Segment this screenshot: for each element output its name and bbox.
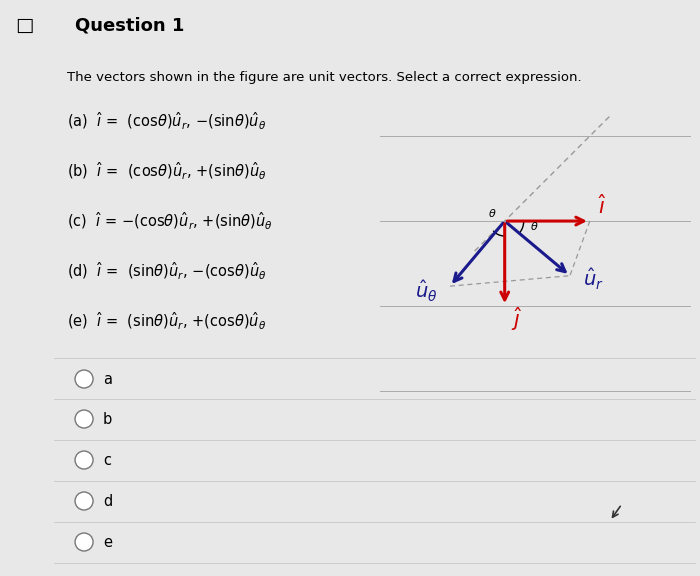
Text: $\theta$: $\theta$ — [530, 220, 538, 232]
Text: $\hat{\jmath}$: $\hat{\jmath}$ — [511, 305, 522, 333]
Text: (b)  $\hat{\imath}$ =  (cos$\theta$)$\hat{u}_r$, +(sin$\theta$)$\hat{u}_\theta$: (b) $\hat{\imath}$ = (cos$\theta$)$\hat{… — [67, 161, 267, 181]
Text: Question 1: Question 1 — [75, 16, 184, 35]
Circle shape — [75, 533, 93, 551]
Text: (a)  $\hat{\imath}$ =  (cos$\theta$)$\hat{u}_r$, $-$(sin$\theta$)$\hat{u}_\theta: (a) $\hat{\imath}$ = (cos$\theta$)$\hat{… — [67, 111, 267, 132]
Circle shape — [75, 492, 93, 510]
Circle shape — [75, 410, 93, 428]
Text: □: □ — [15, 16, 34, 35]
Circle shape — [75, 451, 93, 469]
Text: $\hat{u}_r$: $\hat{u}_r$ — [583, 267, 604, 292]
Text: $\hat{\imath}$: $\hat{\imath}$ — [598, 194, 607, 218]
Text: (c)  $\hat{\imath}$ = $-$(cos$\theta$)$\hat{u}_r$, +(sin$\theta$)$\hat{u}_\theta: (c) $\hat{\imath}$ = $-$(cos$\theta$)$\h… — [67, 210, 273, 232]
Text: c: c — [103, 453, 111, 468]
Text: a: a — [103, 372, 112, 386]
Text: d: d — [103, 494, 112, 509]
Text: $\theta$: $\theta$ — [488, 207, 496, 219]
Circle shape — [75, 370, 93, 388]
Text: $\hat{u}_\theta$: $\hat{u}_\theta$ — [415, 279, 438, 304]
Text: e: e — [103, 535, 112, 550]
Text: The vectors shown in the figure are unit vectors. Select a correct expression.: The vectors shown in the figure are unit… — [67, 71, 582, 84]
Text: b: b — [103, 411, 112, 426]
Text: (d)  $\hat{\imath}$ =  (sin$\theta$)$\hat{u}_r$, $-$(cos$\theta$)$\hat{u}_\theta: (d) $\hat{\imath}$ = (sin$\theta$)$\hat{… — [67, 260, 267, 282]
Text: (e)  $\hat{\imath}$ =  (sin$\theta$)$\hat{u}_r$, +(cos$\theta$)$\hat{u}_\theta$: (e) $\hat{\imath}$ = (sin$\theta$)$\hat{… — [67, 310, 267, 332]
